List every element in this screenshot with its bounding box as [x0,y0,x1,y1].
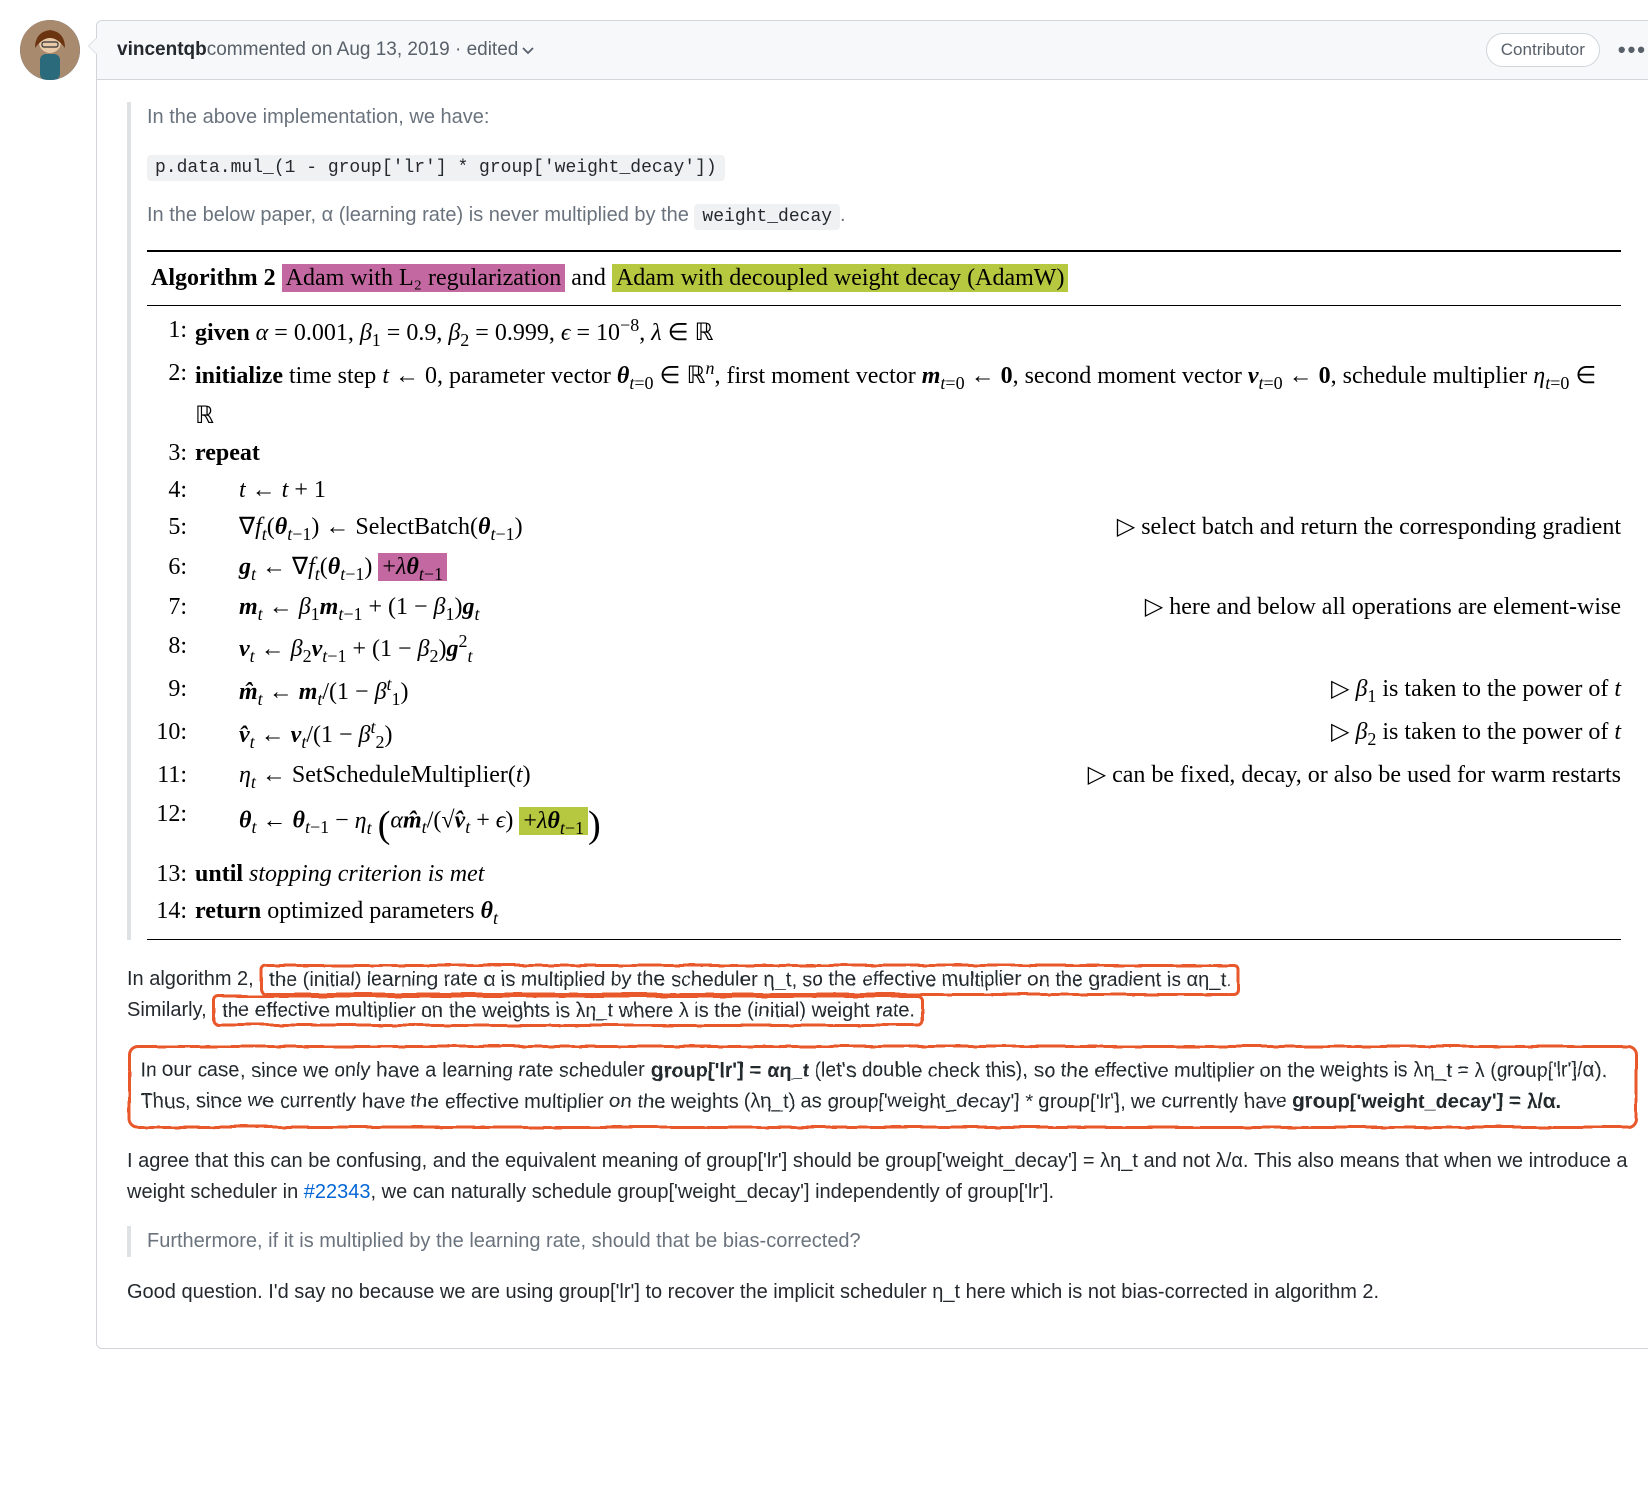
algo-line: 10:v̂t ← vt/(1 − βt2)β2 is taken to the … [147,714,1621,757]
quote-block-1: In the above implementation, we have: p.… [127,102,1637,940]
paragraph-3: I agree that this can be confusing, and … [127,1146,1637,1208]
comment-header: vincentqb commented on Aug 13, 2019 · ed… [97,21,1648,80]
comment-author[interactable]: vincentqb [117,36,207,65]
quote-code-2: weight_decay [694,204,840,230]
kebab-icon[interactable]: ••• [1618,33,1647,66]
hand-annotation-2: the effective multiplier on the weights … [212,994,923,1026]
comment-meta: commented on Aug 13, 2019 · edited [207,36,519,65]
algo-line: 12:θt ← θt−1 − ηt (αm̂t/(√v̂t + ϵ) +λθt−… [147,796,1621,856]
algo-line: 2:initialize time step t ← 0, parameter … [147,355,1621,435]
paragraph-1: In algorithm 2, the (initial) learning r… [127,964,1637,1026]
algo-line: 6:gt ← ∇ft(θt−1) +λθt−1 [147,549,1621,589]
comment-body: In the above implementation, we have: p.… [97,80,1648,1348]
algo-line: 1:given α = 0.001, β1 = 0.9, β2 = 0.999,… [147,312,1621,355]
quote-code-1: p.data.mul_(1 - group['lr'] * group['wei… [147,155,725,181]
algo-line: 8:vt ← β2vt−1 + (1 − β2)g2t [147,628,1621,671]
comment-container: vincentqb commented on Aug 13, 2019 · ed… [20,20,1648,1349]
edited-dropdown[interactable] [522,36,534,65]
algo-line: 3:repeat [147,435,1621,472]
algo-line: 11:ηt ← SetScheduleMultiplier(t)can be f… [147,757,1621,797]
paragraph-4: Good question. I'd say no because we are… [127,1277,1637,1308]
quote-line-2a: In the below paper, α (learning rate) is… [147,204,694,226]
algo-line: 4:t ← t + 1 [147,472,1621,509]
algo-line: 5:∇ft(θt−1) ← SelectBatch(θt−1)select ba… [147,509,1621,549]
algorithm-title: Algorithm 2 Adam with L₂ regularization … [147,250,1621,306]
comment-box: vincentqb commented on Aug 13, 2019 · ed… [96,20,1648,1349]
algorithm-figure: Algorithm 2 Adam with L₂ regularization … [147,250,1621,939]
issue-link[interactable]: #22343 [304,1181,371,1203]
algo-line: 14:return optimized parameters θt [147,893,1621,933]
avatar[interactable] [20,20,80,80]
quote-line-2b: . [840,204,846,226]
algo-line: 9:m̂t ← mt/(1 − βt1)β1 is taken to the p… [147,671,1621,714]
comment-arrow [88,37,97,55]
quote-line-1: In the above implementation, we have: [147,102,1621,133]
contributor-badge: Contributor [1486,33,1600,67]
algo-title-green: Adam with decoupled weight decay (AdamW) [612,264,1069,292]
hand-annotation-1: the (initial) learning rate α is multipl… [259,963,1239,995]
algo-line: 7:mt ← β1mt−1 + (1 − β1)gthere and below… [147,589,1621,629]
algo-line: 13:until stopping criterion is met [147,856,1621,893]
hand-annotation-box: In our case, since we only have a learni… [127,1044,1637,1128]
quote-block-2: Furthermore, if it is multiplied by the … [127,1226,1637,1257]
paragraph-2: In our case, since we only have a learni… [140,1059,1606,1112]
algo-title-pink: Adam with L₂ regularization [282,264,566,292]
